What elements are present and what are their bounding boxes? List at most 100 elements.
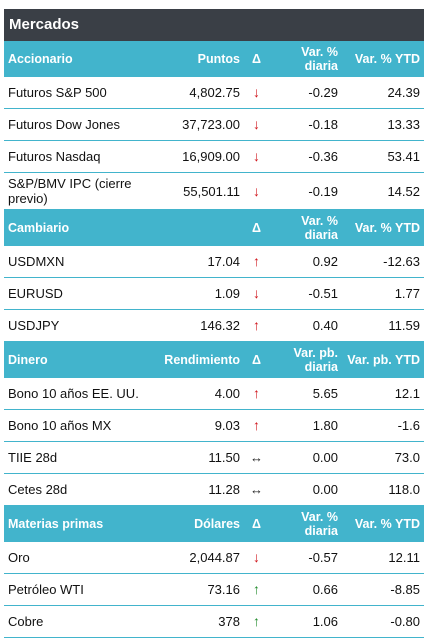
instrument-name: Cetes 28d [4, 473, 154, 506]
ytd-change: 12.11 [342, 542, 424, 574]
arrow-down-icon: ↓ [253, 549, 260, 565]
table-row: S&P/BMV IPC (cierre previo) 55,501.11 ↓ -0.… [4, 172, 424, 210]
arrow-up-icon: ↑ [253, 613, 260, 629]
section-title: Accionario [4, 41, 154, 77]
table-row: Cobre 378 ↑ 1.06 -0.80 [4, 605, 424, 638]
arrow-down-icon: ↓ [253, 285, 260, 301]
delta-indicator: ↓ [244, 542, 269, 574]
delta-indicator: ↑ [244, 605, 269, 638]
ytd-change: 14.52 [342, 172, 424, 210]
daily-change: 5.65 [269, 378, 342, 410]
column-header-value: Puntos [154, 41, 244, 77]
table-row: Petróleo WTI 73.16 ↑ 0.66 -8.85 [4, 573, 424, 606]
delta-indicator: ↑ [244, 409, 269, 442]
markets-panel: Mercados Accionario Puntos Δ Var. % diaria V… [4, 0, 424, 638]
instrument-name: S&P/BMV IPC (cierre previo) [4, 172, 154, 210]
instrument-name: Petróleo WTI [4, 573, 154, 606]
instrument-name: USDJPY [4, 309, 154, 342]
arrow-up-icon: ↑ [253, 417, 260, 433]
column-header-delta: Δ [244, 505, 269, 542]
ytd-change: -8.85 [342, 573, 424, 606]
instrument-name: Bono 10 años EE. UU. [4, 378, 154, 410]
column-header-value [154, 209, 244, 246]
ytd-change: 13.33 [342, 108, 424, 141]
instrument-name: Cobre [4, 605, 154, 638]
ytd-change: 1.77 [342, 277, 424, 310]
ytd-change: 12.1 [342, 378, 424, 410]
instrument-value: 17.04 [154, 246, 244, 278]
arrow-down-icon: ↓ [253, 148, 260, 164]
instrument-name: Bono 10 años MX [4, 409, 154, 442]
delta-indicator: ↑ [244, 246, 269, 278]
daily-change: -0.19 [269, 172, 342, 210]
table-row: Futuros Nasdaq 16,909.00 ↓ -0.36 53.41 [4, 140, 424, 173]
delta-indicator: ↓ [244, 77, 269, 109]
instrument-name: Futuros S&P 500 [4, 77, 154, 109]
daily-change: 0.92 [269, 246, 342, 278]
ytd-change: -1.6 [342, 409, 424, 442]
delta-indicator: ↑ [244, 378, 269, 410]
arrow-left-right-icon: ↔ [250, 482, 263, 497]
instrument-name: EURUSD [4, 277, 154, 310]
arrow-up-icon: ↑ [253, 581, 260, 597]
arrow-up-icon: ↑ [253, 253, 260, 269]
instrument-value: 4.00 [154, 378, 244, 410]
daily-change: -0.51 [269, 277, 342, 310]
daily-change: 0.00 [269, 473, 342, 506]
ytd-change: -12.63 [342, 246, 424, 278]
delta-indicator: ↓ [244, 108, 269, 141]
table-row: TIIE 28d 11.50 ↔ 0.00 73.0 [4, 441, 424, 474]
instrument-value: 2,044.87 [154, 542, 244, 574]
daily-change: 0.00 [269, 441, 342, 474]
ytd-change: 53.41 [342, 140, 424, 173]
arrow-up-icon: ↑ [253, 385, 260, 401]
table-row: Oro 2,044.87 ↓ -0.57 12.11 [4, 542, 424, 574]
instrument-name: Futuros Nasdaq [4, 140, 154, 173]
delta-indicator: ↑ [244, 309, 269, 342]
arrow-down-icon: ↓ [253, 84, 260, 100]
column-header-daily: Var. % diaria [269, 41, 342, 77]
section-header-dinero: Dinero Rendimiento Δ Var. pb. diaria Var. pb… [4, 341, 424, 378]
table-row: EURUSD 1.09 ↓ -0.51 1.77 [4, 277, 424, 310]
table-row: Bono 10 años MX 9.03 ↑ 1.80 -1.6 [4, 409, 424, 442]
arrow-down-icon: ↓ [253, 182, 260, 199]
instrument-value: 73.16 [154, 573, 244, 606]
table-row: USDJPY 146.32 ↑ 0.40 11.59 [4, 309, 424, 342]
section-title: Cambiario [4, 209, 154, 246]
daily-change: -0.29 [269, 77, 342, 109]
column-header-daily: Var. % diaria [269, 209, 342, 246]
delta-indicator: ↔ [244, 441, 269, 474]
delta-indicator: ↓ [244, 172, 269, 210]
column-header-delta: Δ [244, 209, 269, 246]
table-row: Futuros S&P 500 4,802.75 ↓ -0.29 24.39 [4, 77, 424, 109]
table-row: Futuros Dow Jones 37,723.00 ↓ -0.18 13.33 [4, 108, 424, 141]
daily-change: -0.18 [269, 108, 342, 141]
ytd-change: 73.0 [342, 441, 424, 474]
column-header-ytd: Var. % YTD [342, 505, 424, 542]
table-row: Cetes 28d 11.28 ↔ 0.00 118.0 [4, 473, 424, 506]
markets-table: Accionario Puntos Δ Var. % diaria Var. % YTD… [4, 41, 424, 638]
ytd-change: 11.59 [342, 309, 424, 342]
table-row: USDMXN 17.04 ↑ 0.92 -12.63 [4, 246, 424, 278]
instrument-name: USDMXN [4, 246, 154, 278]
column-header-ytd: Var. % YTD [342, 41, 424, 77]
instrument-value: 55,501.11 [154, 172, 244, 210]
column-header-ytd: Var. % YTD [342, 209, 424, 246]
arrow-down-icon: ↓ [253, 116, 260, 132]
column-header-ytd: Var. pb. YTD [342, 341, 424, 378]
instrument-value: 37,723.00 [154, 108, 244, 141]
instrument-name: TIIE 28d [4, 441, 154, 474]
column-header-daily: Var. % diaria [269, 505, 342, 542]
daily-change: -0.57 [269, 542, 342, 574]
column-header-delta: Δ [244, 41, 269, 77]
instrument-value: 9.03 [154, 409, 244, 442]
column-header-value: Dólares [154, 505, 244, 542]
arrow-left-right-icon: ↔ [250, 450, 263, 465]
ytd-change: 24.39 [342, 77, 424, 109]
daily-change: 1.06 [269, 605, 342, 638]
section-header-accionario: Accionario Puntos Δ Var. % diaria Var. % YTD [4, 41, 424, 77]
delta-indicator: ↑ [244, 573, 269, 606]
section-header-cambiario: Cambiario Δ Var. % diaria Var. % YTD [4, 209, 424, 246]
daily-change: 1.80 [269, 409, 342, 442]
instrument-value: 11.28 [154, 473, 244, 506]
